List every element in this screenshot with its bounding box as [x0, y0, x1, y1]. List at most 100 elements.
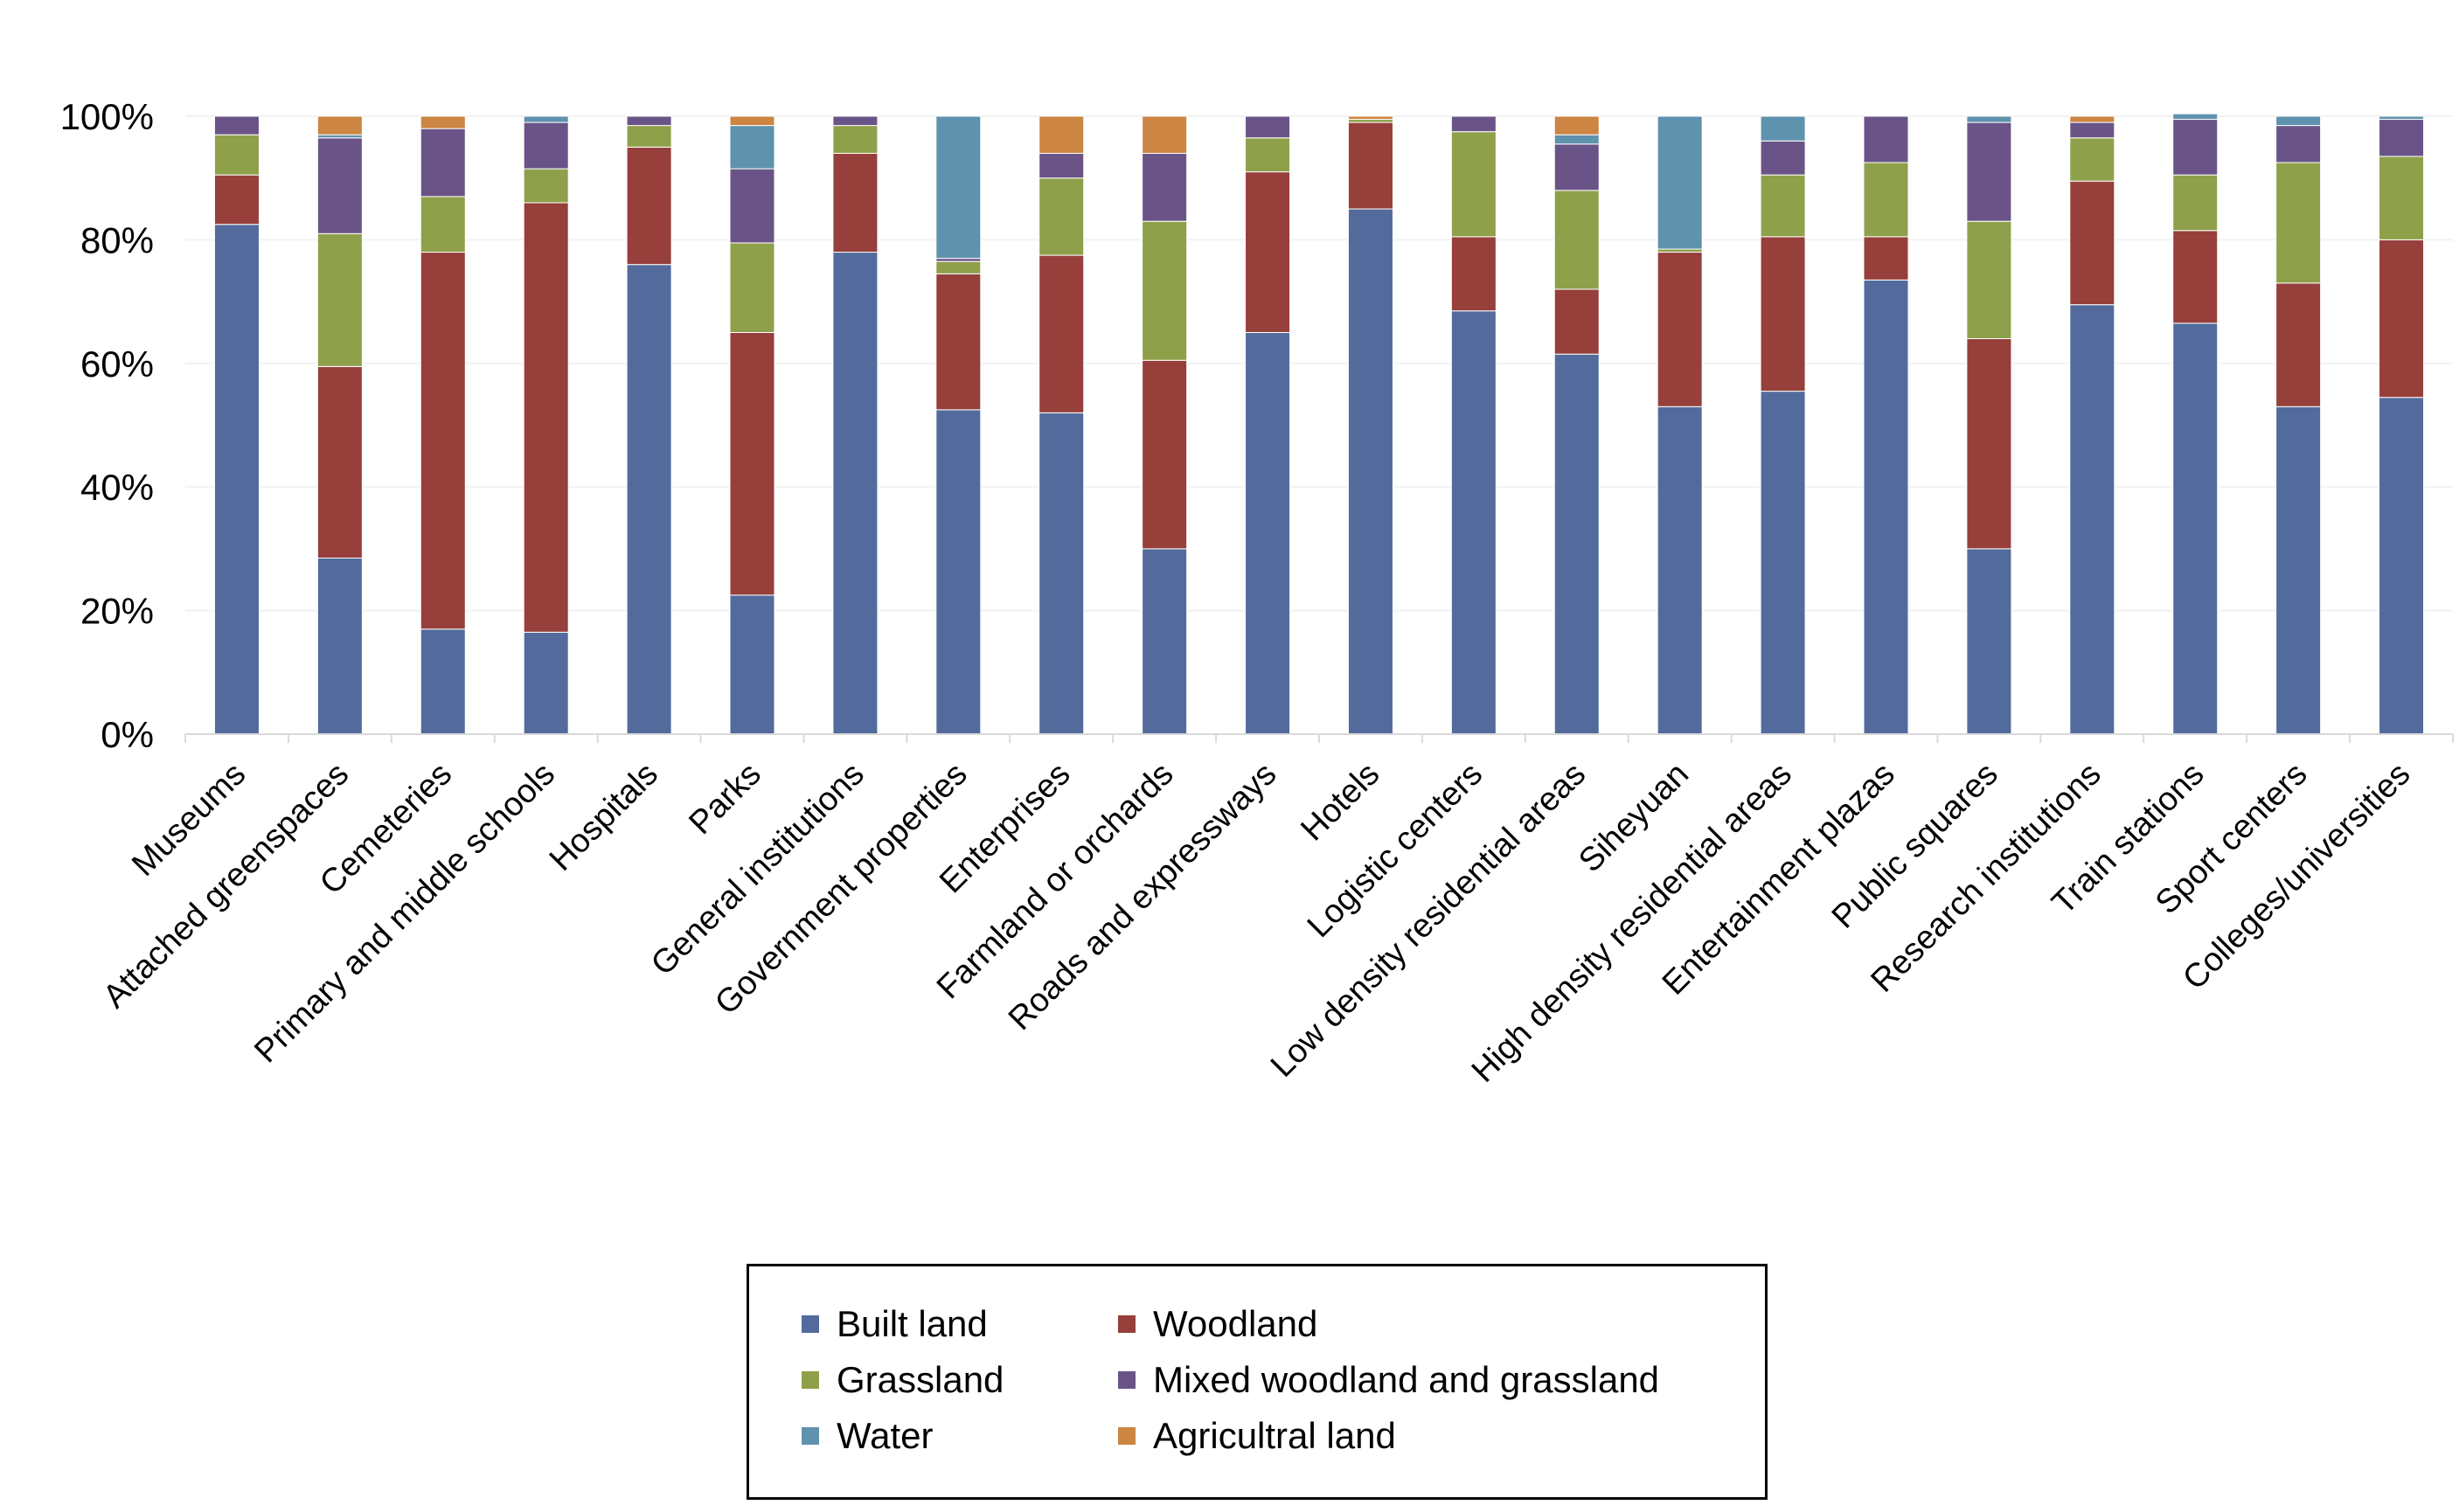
- bar-segment: [316, 134, 363, 139]
- bar-segment: [2275, 282, 2322, 407]
- bar-segment: [832, 125, 879, 154]
- bar-segment: [420, 628, 466, 735]
- bar-segment: [2172, 174, 2219, 232]
- bar-segment: [1450, 236, 1497, 312]
- bar-segment: [626, 115, 672, 127]
- bar-segment: [2379, 115, 2425, 121]
- legend-swatch: [802, 1371, 819, 1389]
- bar-segment: [832, 152, 879, 253]
- bar-segment: [1760, 115, 1806, 142]
- bar-segment: [2275, 406, 2322, 735]
- bar-segment: [1038, 254, 1085, 413]
- y-axis-tick-labels: 0% 20% 40% 60% 80% 100%: [60, 96, 154, 755]
- legend-item: Mixed woodland and grassland: [1118, 1359, 1659, 1401]
- legend-item: Water: [802, 1415, 933, 1457]
- bar-segment: [1245, 331, 1291, 735]
- legend-swatch: [1118, 1315, 1136, 1333]
- bar-segment: [1450, 310, 1497, 735]
- bar-segment: [832, 115, 879, 127]
- bar-segment: [1863, 115, 1909, 163]
- bar-segment: [1038, 115, 1085, 154]
- y-tick-label: 60%: [80, 343, 154, 385]
- bar-segment: [1966, 338, 2012, 550]
- bar-segment: [626, 264, 672, 735]
- bar-segment: [1760, 236, 1806, 392]
- legend-item: Grassland: [802, 1359, 1004, 1401]
- bar-segment: [1245, 137, 1291, 173]
- bar-segment: [1760, 174, 1806, 238]
- bar-segment: [1657, 252, 1703, 407]
- bar-segment: [1657, 406, 1703, 735]
- bar-segment: [1450, 131, 1497, 238]
- bar-segment: [729, 115, 775, 127]
- bar-segment: [1142, 359, 1188, 550]
- bar-segment: [420, 115, 466, 129]
- bar-segment: [1038, 177, 1085, 256]
- bar-segment: [1038, 152, 1085, 179]
- bar-segment: [1966, 121, 2012, 222]
- bar-segment: [2379, 156, 2425, 240]
- bar-segment: [2069, 137, 2115, 182]
- bar-segment: [1657, 248, 1703, 253]
- bar-segment: [213, 115, 260, 135]
- bar-segment: [1760, 391, 1806, 735]
- bar-segment: [1553, 143, 1600, 191]
- bar-segment: [935, 409, 982, 735]
- bar-segment: [626, 146, 672, 266]
- bar-segment: [729, 331, 775, 596]
- bar-segment: [420, 128, 466, 198]
- bar-segment: [1142, 152, 1188, 222]
- bar-segment: [1863, 236, 1909, 281]
- bar-segment: [2172, 323, 2219, 735]
- bar-segment: [2275, 162, 2322, 284]
- y-tick-label: 100%: [60, 96, 154, 137]
- bar-segment: [2172, 113, 2219, 121]
- bar-segment: [213, 174, 260, 225]
- bar-segment: [729, 125, 775, 170]
- bar-segment: [316, 115, 363, 135]
- bar-segment: [523, 631, 569, 735]
- bar-segment: [2172, 119, 2219, 176]
- bar-segment: [729, 168, 775, 244]
- bar-segment: [2275, 125, 2322, 163]
- bar-segment: [1038, 412, 1085, 735]
- legend: Built land Woodland Grassland Mixed wood…: [747, 1264, 1768, 1500]
- bar-segment: [1142, 220, 1188, 361]
- bar-segment: [316, 137, 363, 234]
- y-tick-label: 20%: [80, 591, 154, 632]
- legend-label: Woodland: [1153, 1303, 1318, 1344]
- legend-swatch: [802, 1427, 819, 1445]
- bar-segment: [1347, 121, 1393, 210]
- bar-segment: [1966, 115, 2012, 123]
- bar-segment: [1347, 115, 1393, 121]
- bar-segment: [1553, 353, 1600, 735]
- bar-segment: [1863, 279, 1909, 735]
- legend-item: Agricultral land: [1118, 1415, 1396, 1457]
- bar-segment: [316, 558, 363, 735]
- x-tick-label: Logistic centers: [1301, 756, 1490, 945]
- y-tick-label: 0%: [101, 714, 154, 755]
- bar-segment: [1553, 115, 1600, 135]
- bar-segment: [1966, 548, 2012, 735]
- x-axis: [184, 733, 2454, 743]
- x-tick-label: Hospitals: [543, 756, 665, 878]
- bar-segment: [2379, 119, 2425, 157]
- bar-segment: [1347, 119, 1393, 123]
- bar-segment: [935, 273, 982, 411]
- bar-segment: [1553, 190, 1600, 290]
- legend-label: Grassland: [837, 1359, 1004, 1400]
- legend-label: Agricultral land: [1153, 1415, 1396, 1456]
- bar-segment: [1553, 134, 1600, 145]
- bar-segment: [420, 252, 466, 630]
- legend-label: Built land: [837, 1303, 988, 1344]
- bar-segment: [1347, 208, 1393, 735]
- legend-label: Mixed woodland and grassland: [1153, 1359, 1660, 1400]
- bar-segment: [213, 134, 260, 176]
- legend-item: Woodland: [1118, 1303, 1317, 1345]
- x-tick-label: Parks: [682, 756, 768, 842]
- bar-segment: [935, 115, 982, 260]
- bar-segment: [1760, 140, 1806, 176]
- bar-segment: [2275, 115, 2322, 127]
